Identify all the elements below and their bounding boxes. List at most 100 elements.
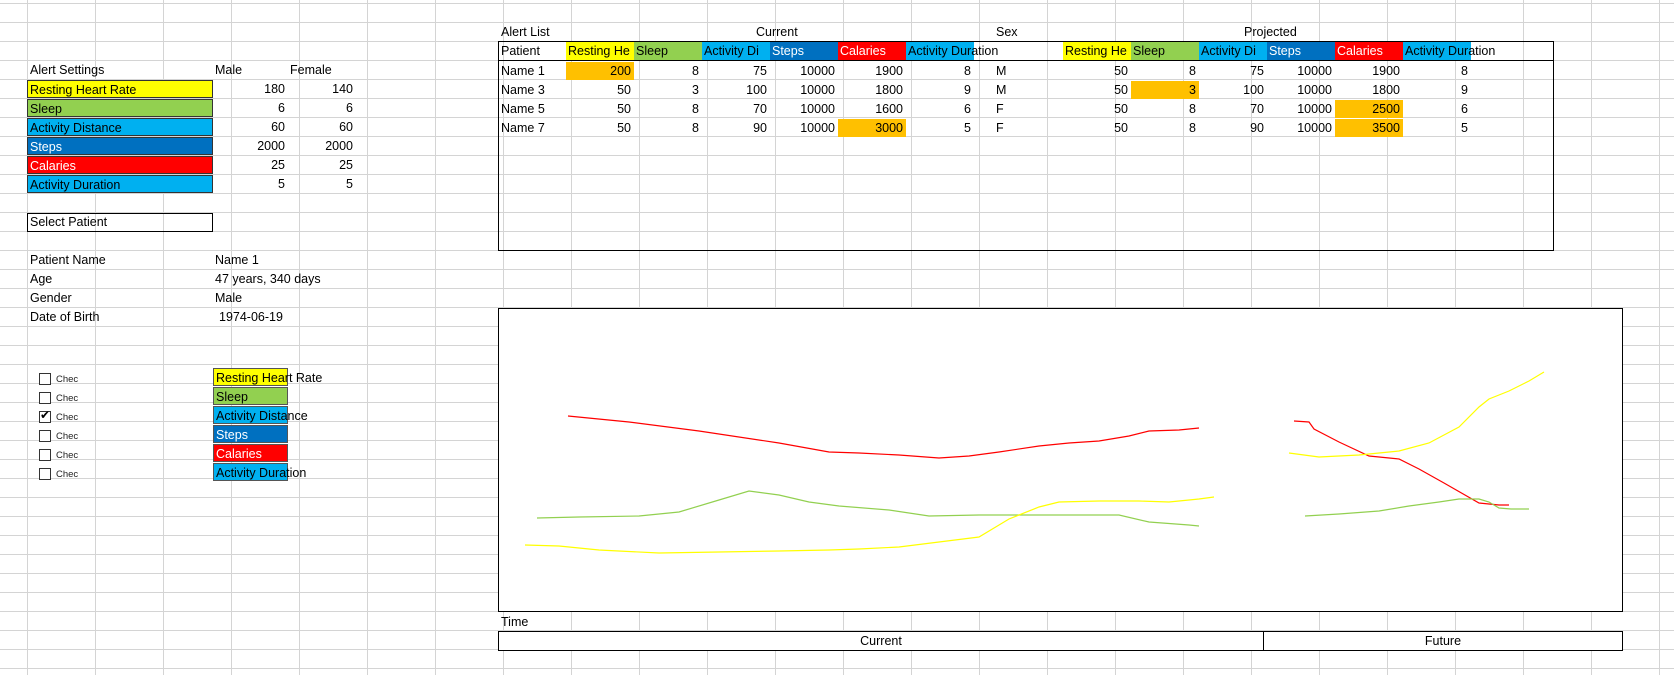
checkbox-label-activity-duration[interactable]: Chec bbox=[56, 469, 79, 480]
setting-female-activity-duration: 5 bbox=[346, 177, 353, 191]
alert-cell-current-resting-heart-rate: 50 bbox=[617, 83, 631, 97]
alert-cell-projected-resting-heart-rate: 50 bbox=[1114, 121, 1128, 135]
patient-dob-value: 1974-06-19 bbox=[219, 310, 283, 324]
alert-cell-projected-steps: 10000 bbox=[1297, 121, 1332, 135]
checkbox-activity-duration[interactable] bbox=[39, 468, 51, 480]
alert-settings-title: Alert Settings bbox=[30, 63, 105, 77]
alert-cell-current-steps: 10000 bbox=[800, 64, 835, 78]
alert-row-patient[interactable]: Name 3 bbox=[501, 83, 545, 97]
alert-header-projected-calories: Calaries bbox=[1335, 42, 1403, 60]
time-axis-current-cell: Current bbox=[498, 631, 1264, 651]
alert-cell-projected-steps: 10000 bbox=[1297, 102, 1332, 116]
alert-cell-projected-calories: 1800 bbox=[1372, 83, 1400, 97]
alert-cell-current-resting-heart-rate: 200 bbox=[566, 62, 634, 80]
alert-cell-projected-calories: 1900 bbox=[1372, 64, 1400, 78]
alert-cell-current-activity-duration: 5 bbox=[964, 121, 971, 135]
setting-male-activity-duration: 5 bbox=[278, 177, 285, 191]
checkbox-label-steps[interactable]: Chec bbox=[56, 431, 79, 442]
checkbox-label-sleep[interactable]: Chec bbox=[56, 393, 79, 404]
alert-cell-projected-calories: 2500 bbox=[1335, 100, 1403, 118]
alert-cell-sex: F bbox=[996, 121, 1004, 135]
checkbox-calories[interactable] bbox=[39, 449, 51, 461]
alert-row-patient[interactable]: Name 7 bbox=[501, 121, 545, 135]
alert-cell-projected-sleep: 8 bbox=[1189, 102, 1196, 116]
alert-cell-current-calories: 1800 bbox=[875, 83, 903, 97]
patient-name-value: Name 1 bbox=[215, 253, 259, 267]
resting-heart-rate-projected-line bbox=[1288, 371, 1545, 458]
checkbox-label-activity-distance[interactable]: Chec bbox=[56, 412, 79, 423]
alert-cell-current-sleep: 8 bbox=[692, 102, 699, 116]
alert-cell-projected-resting-heart-rate: 50 bbox=[1114, 83, 1128, 97]
setting-male-activity-distance: 60 bbox=[271, 120, 285, 134]
alert-cell-projected-resting-heart-rate: 50 bbox=[1114, 102, 1128, 116]
alert-cell-projected-activity-distance: 100 bbox=[1243, 83, 1264, 97]
checkbox-resting-heart-rate[interactable] bbox=[39, 373, 51, 385]
alert-cell-projected-sleep: 3 bbox=[1131, 81, 1199, 99]
resting-heart-rate-current-line bbox=[524, 496, 1215, 554]
checkbox-sleep[interactable] bbox=[39, 392, 51, 404]
time-axis-future-cell: Future bbox=[1263, 631, 1623, 651]
legend-calories: Calaries bbox=[213, 444, 288, 462]
alert-cell-projected-sleep: 8 bbox=[1189, 64, 1196, 78]
setting-female-activity-distance: 60 bbox=[339, 120, 353, 134]
alert-header-projected-steps: Steps bbox=[1267, 42, 1335, 60]
alert-list-sex-label: Sex bbox=[996, 25, 1018, 39]
alert-cell-current-activity-distance: 100 bbox=[746, 83, 767, 97]
setting-female-steps: 2000 bbox=[325, 139, 353, 153]
alert-cell-sex: M bbox=[996, 83, 1007, 97]
patient-gender-value: Male bbox=[215, 291, 243, 305]
alert-header-current-activity-distance: Activity Di bbox=[702, 42, 770, 60]
alert-cell-projected-activity-distance: 75 bbox=[1250, 64, 1264, 78]
alert-cell-current-activity-distance: 75 bbox=[753, 64, 767, 78]
setting-label-resting-heart-rate: Resting Heart Rate bbox=[27, 80, 213, 98]
trend-chart-frame bbox=[498, 308, 1623, 612]
calories-projected-line bbox=[1293, 420, 1509, 506]
alert-cell-current-sleep: 8 bbox=[692, 121, 699, 135]
alert-cell-projected-resting-heart-rate: 50 bbox=[1114, 64, 1128, 78]
alert-header-current-calories: Calaries bbox=[838, 42, 906, 60]
alert-list-projected-label: Projected bbox=[1244, 25, 1297, 39]
setting-male-steps: 2000 bbox=[257, 139, 285, 153]
alert-cell-projected-activity-duration: 5 bbox=[1461, 121, 1468, 135]
legend-steps: Steps bbox=[213, 425, 288, 443]
setting-label-sleep: Sleep bbox=[27, 99, 213, 117]
calories-current-line bbox=[567, 415, 1200, 459]
trend-chart bbox=[524, 371, 1545, 554]
checkbox-steps[interactable] bbox=[39, 430, 51, 442]
time-axis-future-label: Future bbox=[1424, 634, 1462, 648]
alert-header-current-sleep: Sleep bbox=[634, 42, 702, 60]
setting-label-activity-distance: Activity Distance bbox=[27, 118, 213, 136]
chart-time-label: Time bbox=[501, 615, 529, 629]
alert-header-patient: Patient bbox=[501, 44, 540, 58]
alert-cell-current-activity-distance: 90 bbox=[753, 121, 767, 135]
setting-male-calories: 25 bbox=[271, 158, 285, 172]
alert-header-current-activity-duration: Activity Duration bbox=[906, 42, 999, 60]
sleep-current-line bbox=[536, 490, 1200, 527]
alert-cell-projected-activity-duration: 9 bbox=[1461, 83, 1468, 97]
alert-cell-current-steps: 10000 bbox=[800, 121, 835, 135]
alert-cell-projected-activity-distance: 70 bbox=[1250, 102, 1264, 116]
checkbox-label-calories[interactable]: Chec bbox=[56, 450, 79, 461]
patient-dob-label: Date of Birth bbox=[30, 310, 100, 324]
alert-cell-current-steps: 10000 bbox=[800, 83, 835, 97]
alert-cell-current-resting-heart-rate: 50 bbox=[617, 102, 631, 116]
alert-cell-current-calories: 1600 bbox=[875, 102, 903, 116]
alert-cell-sex: F bbox=[996, 102, 1004, 116]
patient-age-value: 47 years, 340 days bbox=[215, 272, 321, 286]
checkbox-label-resting-heart-rate[interactable]: Chec bbox=[56, 374, 79, 385]
checkbox-activity-distance[interactable] bbox=[39, 408, 51, 423]
setting-female-resting-heart-rate: 140 bbox=[332, 82, 353, 96]
alert-list-current-label: Current bbox=[756, 25, 798, 39]
alert-cell-current-activity-duration: 8 bbox=[964, 64, 971, 78]
select-patient-dropdown[interactable]: Select Patient bbox=[27, 213, 213, 232]
alert-cell-current-steps: 10000 bbox=[800, 102, 835, 116]
alert-settings-male-header: Male bbox=[215, 63, 243, 77]
alert-cell-current-activity-duration: 6 bbox=[964, 102, 971, 116]
alert-header-projected-sleep: Sleep bbox=[1131, 42, 1199, 60]
patient-name-label: Patient Name bbox=[30, 253, 106, 267]
alert-row-patient[interactable]: Name 1 bbox=[501, 64, 545, 78]
legend-sleep: Sleep bbox=[213, 387, 288, 405]
alert-row-patient[interactable]: Name 5 bbox=[501, 102, 545, 116]
alert-list-title: Alert List bbox=[501, 25, 550, 39]
legend-resting-heart-rate: Resting Heart Rate bbox=[213, 368, 322, 386]
